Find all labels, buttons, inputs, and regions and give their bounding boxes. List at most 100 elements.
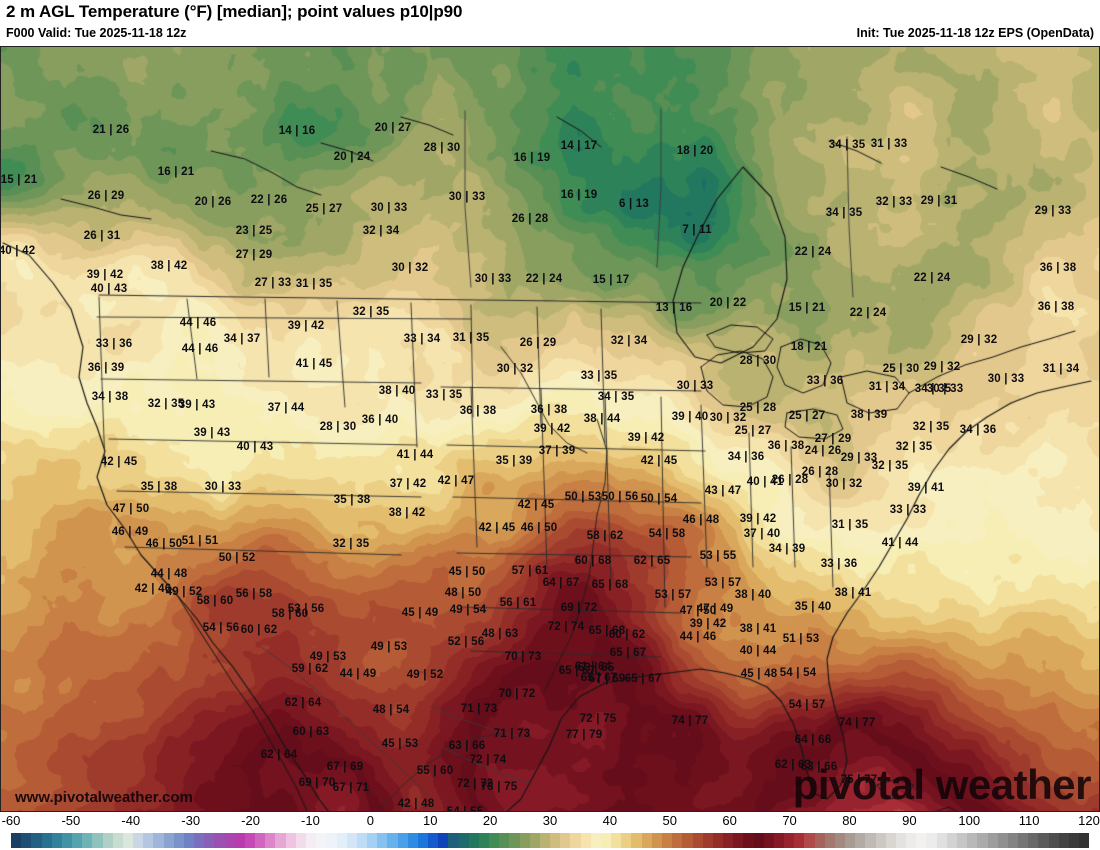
colorbar-cell — [153, 833, 164, 848]
colorbar-cell — [631, 833, 642, 848]
colorbar-cell — [1068, 833, 1080, 848]
colorbar-cell — [672, 833, 683, 848]
colorbar-cell — [72, 833, 83, 848]
colorbar-tick: 80 — [842, 813, 857, 828]
colorbar-cell — [255, 833, 266, 848]
colorbar-cell — [977, 833, 988, 848]
colorbar-cell — [377, 833, 388, 848]
colorbar-cell — [539, 833, 551, 848]
colorbar-cell — [41, 833, 52, 848]
colorbar-cell — [560, 833, 571, 848]
colorbar-cell — [702, 833, 713, 848]
colorbar-tick-labels: -60 -50 -40 -30 -20 -10 0 10 20 30 40 50 60 70 80 90 100… — [0, 812, 1100, 832]
colorbar-tick: 40 — [602, 813, 618, 828]
colorbar-cell — [295, 833, 306, 848]
colorbar-cell — [845, 833, 856, 848]
colorbar-cell — [183, 833, 195, 848]
colorbar-cell — [346, 833, 357, 848]
colorbar-cell — [407, 833, 418, 848]
colorbar-cell — [265, 833, 276, 848]
colorbar-cell — [743, 833, 754, 848]
colorbar-tick: -50 — [61, 813, 81, 828]
colorbar-cell — [316, 833, 327, 848]
colorbar-cell — [143, 833, 154, 848]
colorbar-cell — [651, 833, 662, 848]
colorbar-tick: -40 — [121, 813, 141, 828]
colorbar-cell — [946, 833, 957, 848]
colorbar-cell — [580, 833, 591, 848]
colorbar-cell — [234, 833, 245, 848]
colorbar-cell — [61, 833, 73, 848]
colorbar-cell — [417, 833, 429, 848]
colorbar-cell — [926, 833, 937, 848]
colorbar-cell — [824, 833, 835, 848]
colorbar-cell — [906, 833, 917, 848]
colorbar-cell — [356, 833, 368, 848]
colorbar-cell — [1018, 833, 1029, 848]
colorbar-tick: 110 — [1018, 813, 1040, 828]
colorbar-cell — [387, 833, 398, 848]
colorbar-cell — [692, 833, 703, 848]
colorbar-cell — [611, 833, 622, 848]
colorbar-cell — [214, 833, 225, 848]
watermark-url: www.pivotalweather.com — [15, 789, 193, 806]
colorbar-tick: -20 — [241, 813, 260, 828]
colorbar-cell — [967, 833, 978, 848]
colorbar-cell — [489, 833, 500, 848]
colorbar-cell — [1038, 833, 1049, 848]
colorbar-cell — [987, 833, 998, 848]
colorbar-cell — [773, 833, 785, 848]
colorbar-cell — [102, 833, 113, 848]
colorbar-cell — [1058, 833, 1069, 848]
colorbar-cell — [916, 833, 927, 848]
map-viewport[interactable]: 15 | 21 21 | 26 26 | 29 26 | 31 40 | 42 39 | … — [0, 46, 1100, 812]
init-time-label: Init: Tue 2025-11-18 12z EPS (OpenData) — [856, 26, 1094, 40]
colorbar-cell — [855, 833, 866, 848]
colorbar-cell — [804, 833, 815, 848]
colorbar-cell — [204, 833, 215, 848]
colorbar-tick: 70 — [782, 813, 797, 828]
colorbar-cell — [112, 833, 123, 848]
colorbar-cell — [509, 833, 520, 848]
colorbar-cell — [326, 833, 337, 848]
colorbar-cell — [875, 833, 886, 848]
colorbar-cell — [163, 833, 174, 848]
colorbar-cell — [763, 833, 774, 848]
colorbar-tick: -60 — [1, 813, 21, 828]
colorbar-cell — [133, 833, 144, 848]
colorbar-tick: 10 — [422, 813, 438, 828]
colorbar-tick: 0 — [366, 813, 374, 828]
colorbar-cell — [570, 833, 581, 848]
colorbar-cell — [499, 833, 510, 848]
colorbar-tick: -10 — [301, 813, 320, 828]
colorbar-cell — [997, 833, 1008, 848]
colorbar-cell — [814, 833, 825, 848]
colorbar-cell — [529, 833, 540, 848]
colorbar-cell — [478, 833, 490, 848]
colorbar-cell — [224, 833, 235, 848]
colorbar-cell — [865, 833, 876, 848]
temperature-heatmap-canvas[interactable] — [1, 47, 1099, 811]
colorbar-cell — [51, 833, 62, 848]
colorbar-cell — [275, 833, 286, 848]
colorbar-cell — [336, 833, 347, 848]
colorbar-cell — [682, 833, 693, 848]
page-title: 2 m AGL Temperature (°F) [median]; point… — [6, 2, 463, 21]
colorbar-cell — [885, 833, 896, 848]
watermark-brand: pivotal weather — [792, 761, 1092, 808]
colorbar-cell — [662, 833, 673, 848]
colorbar-cell — [733, 833, 744, 848]
colorbar-cell — [397, 833, 408, 848]
colorbar-cell — [895, 833, 907, 848]
colorbar-cell — [438, 833, 449, 848]
colorbar-cell — [92, 833, 103, 848]
colorbar-cell — [723, 833, 734, 848]
colorbar-cell — [753, 833, 764, 848]
colorbar-cell — [448, 833, 459, 848]
colorbar-cell — [794, 833, 805, 848]
colorbar-cell — [1048, 833, 1059, 848]
colorbar-cell — [936, 833, 947, 848]
colorbar-cell — [173, 833, 184, 848]
colorbar-tick: 20 — [482, 813, 498, 828]
colorbar-cell — [31, 833, 42, 848]
